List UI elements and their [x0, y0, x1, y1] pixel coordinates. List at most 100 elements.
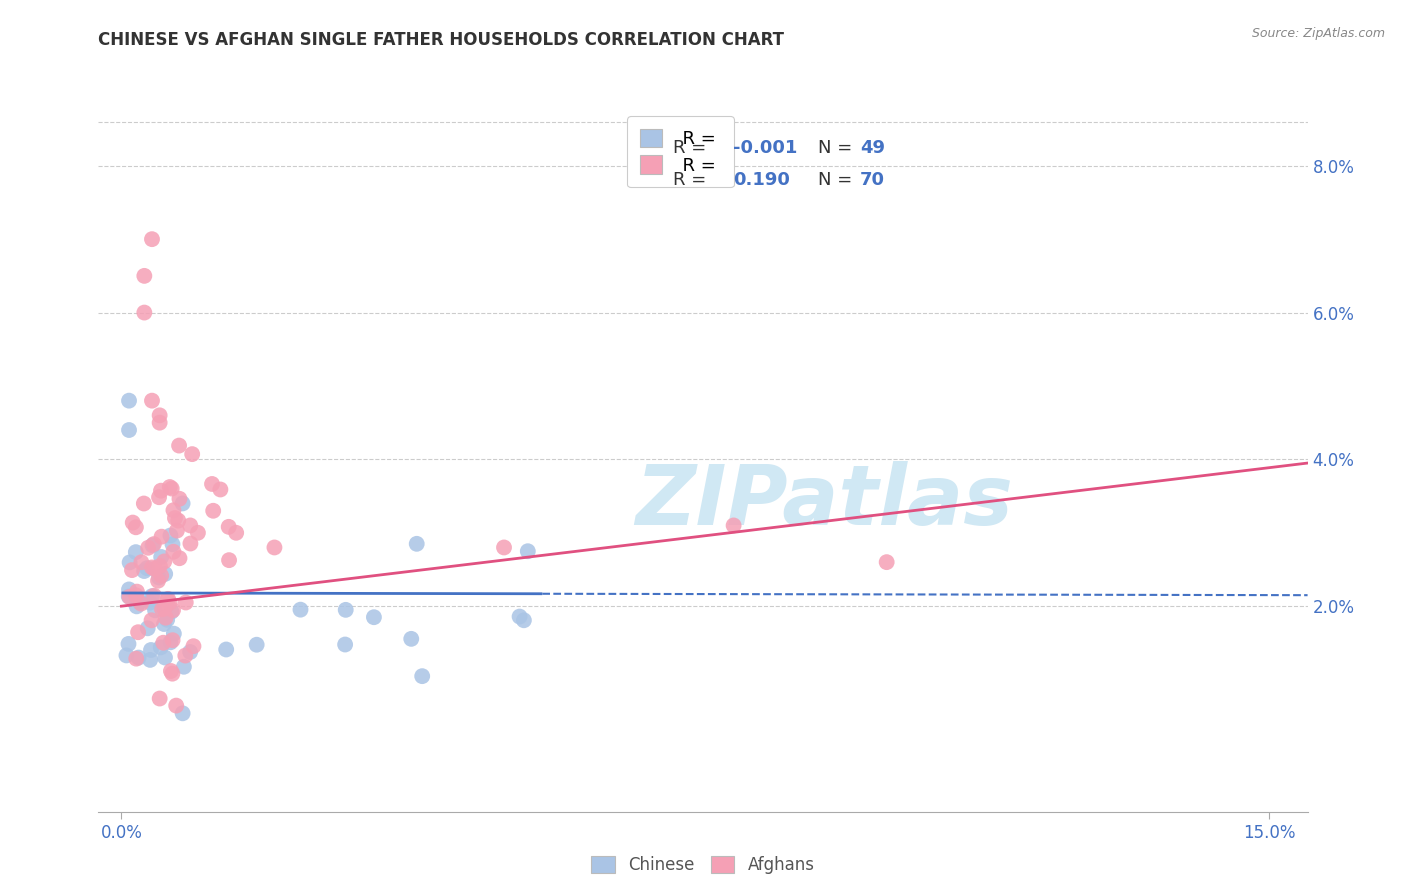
- Point: [159, 480, 181, 494]
- Point: [165, 698, 187, 713]
- Point: [139, 596, 162, 610]
- Point: [148, 490, 170, 504]
- Point: [169, 491, 191, 506]
- Point: [167, 439, 190, 453]
- Point: [125, 599, 148, 614]
- Point: [179, 518, 201, 533]
- Point: [132, 496, 155, 510]
- Point: [134, 564, 156, 578]
- Point: [162, 545, 184, 559]
- Point: [218, 553, 240, 567]
- Point: [209, 483, 232, 497]
- Text: N =: N =: [818, 170, 858, 188]
- Point: [117, 637, 139, 651]
- Point: [131, 555, 153, 569]
- Point: [139, 643, 162, 657]
- Point: [125, 520, 148, 534]
- Point: [141, 538, 163, 552]
- Point: [128, 650, 150, 665]
- Point: [125, 584, 148, 599]
- Point: [141, 232, 163, 246]
- Point: [153, 554, 176, 568]
- Point: [150, 530, 173, 544]
- Point: [509, 609, 531, 624]
- Point: [167, 514, 190, 528]
- Point: [290, 602, 312, 616]
- Point: [225, 525, 247, 540]
- Point: [153, 650, 176, 665]
- Point: [127, 625, 149, 640]
- Point: [153, 566, 176, 581]
- Point: [162, 603, 184, 617]
- Point: [149, 409, 172, 423]
- Point: [121, 563, 143, 577]
- Point: [179, 645, 201, 659]
- Point: [152, 636, 174, 650]
- Point: [876, 555, 898, 569]
- Point: [125, 545, 148, 559]
- Point: [160, 605, 183, 619]
- Point: [163, 626, 186, 640]
- Point: [150, 568, 173, 582]
- Text: R =: R =: [673, 170, 711, 188]
- Point: [187, 525, 209, 540]
- Point: [162, 537, 184, 551]
- Point: [139, 653, 162, 667]
- Point: [136, 561, 159, 575]
- Point: [162, 666, 184, 681]
- Point: [136, 621, 159, 635]
- Point: [128, 595, 150, 609]
- Point: [160, 664, 183, 678]
- Point: [363, 610, 385, 624]
- Point: [333, 638, 356, 652]
- Point: [143, 589, 166, 603]
- Point: [179, 536, 201, 550]
- Point: [150, 602, 173, 616]
- Text: CHINESE VS AFGHAN SINGLE FATHER HOUSEHOLDS CORRELATION CHART: CHINESE VS AFGHAN SINGLE FATHER HOUSEHOL…: [98, 31, 785, 49]
- Point: [174, 648, 197, 663]
- Point: [157, 591, 180, 606]
- Point: [149, 559, 172, 574]
- Point: [155, 610, 177, 624]
- Point: [121, 516, 143, 530]
- Point: [399, 632, 422, 646]
- Point: [156, 593, 179, 607]
- Point: [118, 590, 141, 604]
- Point: [125, 651, 148, 665]
- Point: [172, 496, 194, 510]
- Point: [159, 528, 181, 542]
- Point: [166, 524, 188, 538]
- Point: [149, 416, 172, 430]
- Legend: Chinese, Afghans: Chinese, Afghans: [585, 849, 821, 881]
- Point: [174, 595, 197, 609]
- Point: [162, 503, 184, 517]
- Point: [411, 669, 433, 683]
- Point: [492, 541, 515, 555]
- Point: [129, 597, 152, 611]
- Point: [246, 638, 269, 652]
- Point: [149, 691, 172, 706]
- Text: 49: 49: [860, 139, 886, 157]
- Point: [142, 537, 165, 551]
- Point: [125, 589, 148, 603]
- Point: [201, 477, 224, 491]
- Point: [134, 305, 156, 319]
- Point: [723, 518, 745, 533]
- Point: [134, 268, 156, 283]
- Point: [159, 635, 181, 649]
- Point: [169, 551, 191, 566]
- Point: [335, 603, 357, 617]
- Point: [118, 423, 141, 437]
- Point: [159, 596, 181, 610]
- Point: [118, 393, 141, 408]
- Point: [146, 574, 169, 588]
- Point: [160, 482, 183, 496]
- Point: [148, 570, 170, 584]
- Text: -0.001: -0.001: [734, 139, 797, 157]
- Point: [141, 589, 163, 603]
- Point: [183, 639, 205, 653]
- Text: N =: N =: [818, 139, 858, 157]
- Point: [173, 659, 195, 673]
- Point: [143, 562, 166, 576]
- Point: [118, 555, 141, 569]
